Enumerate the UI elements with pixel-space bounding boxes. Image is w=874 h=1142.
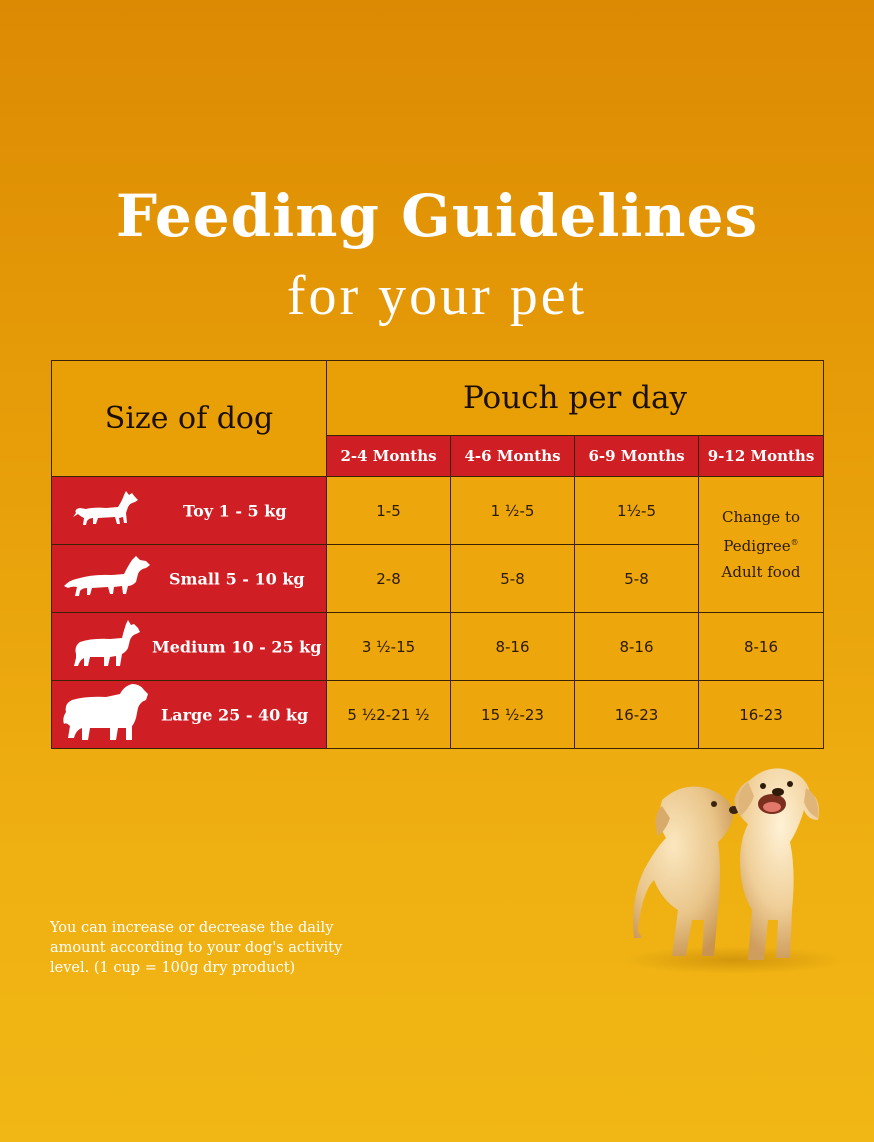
size-label: Small 5 - 10 kg [169,569,305,588]
size-label: Large 25 - 40 kg [161,705,309,724]
table-cell: 3 ½-15 [326,612,451,681]
puppies-image [622,760,852,984]
medium-dog-icon [70,618,142,676]
size-of-dog-header: Size of dog [51,360,327,477]
change-line: Adult food [721,563,801,581]
size-cell: Small 5 - 10 kg [51,544,327,613]
change-line: Change to [721,508,801,526]
page-subtitle: for your pet [286,265,588,327]
table-row: Toy 1 - 5 kg 1-5 1 ½-5 1½-5 Change to Pe… [51,476,824,613]
large-dog-icon [62,682,150,748]
age-column-header: 2-4 Months [326,435,451,477]
page-title: Feeding Guidelines [115,182,759,250]
table-cell: 2-8 [326,544,451,613]
size-cell: Toy 1 - 5 kg [51,476,327,545]
table-cell: 16-23 [574,680,699,749]
size-cell: Medium 10 - 25 kg [51,612,327,681]
toy-dog-icon [72,487,142,535]
table-cell: 8-16 [574,612,699,681]
table-row: Large 25 - 40 kg 5 ½2-21 ½ 15 ½-23 16-23… [51,680,824,749]
size-cell: Large 25 - 40 kg [51,680,327,749]
table-cell: 1 ½-5 [450,476,575,545]
age-column-header: 9-12 Months [698,435,824,477]
registered-mark: ® [790,538,799,547]
change-to-adult-note: Change to Pedigree® Adult food [698,476,824,613]
small-dog-icon [62,552,152,606]
table-row: Medium 10 - 25 kg 3 ½-15 8-16 8-16 8-16 [51,612,824,681]
footer-note: You can increase or decrease the daily a… [50,920,343,976]
table-cell: 5 ½2-21 ½ [326,680,451,749]
table-cell: 1-5 [326,476,451,545]
size-label: Toy 1 - 5 kg [183,501,287,520]
size-label: Medium 10 - 25 kg [152,637,322,656]
age-column-header: 4-6 Months [450,435,575,477]
table-cell: 5-8 [450,544,575,613]
age-column-header: 6-9 Months [574,435,699,477]
feeding-table: Size of dog Pouch per day 2-4 Months 4-6… [51,360,824,749]
table-cell: 15 ½-23 [450,680,575,749]
change-line: Pedigree [723,537,791,555]
table-cell: 16-23 [698,680,824,749]
pouch-per-day-header: Pouch per day [326,360,824,436]
table-cell: 1½-5 [574,476,699,545]
table-cell: 5-8 [574,544,699,613]
table-cell: 8-16 [450,612,575,681]
table-cell: 8-16 [698,612,824,681]
